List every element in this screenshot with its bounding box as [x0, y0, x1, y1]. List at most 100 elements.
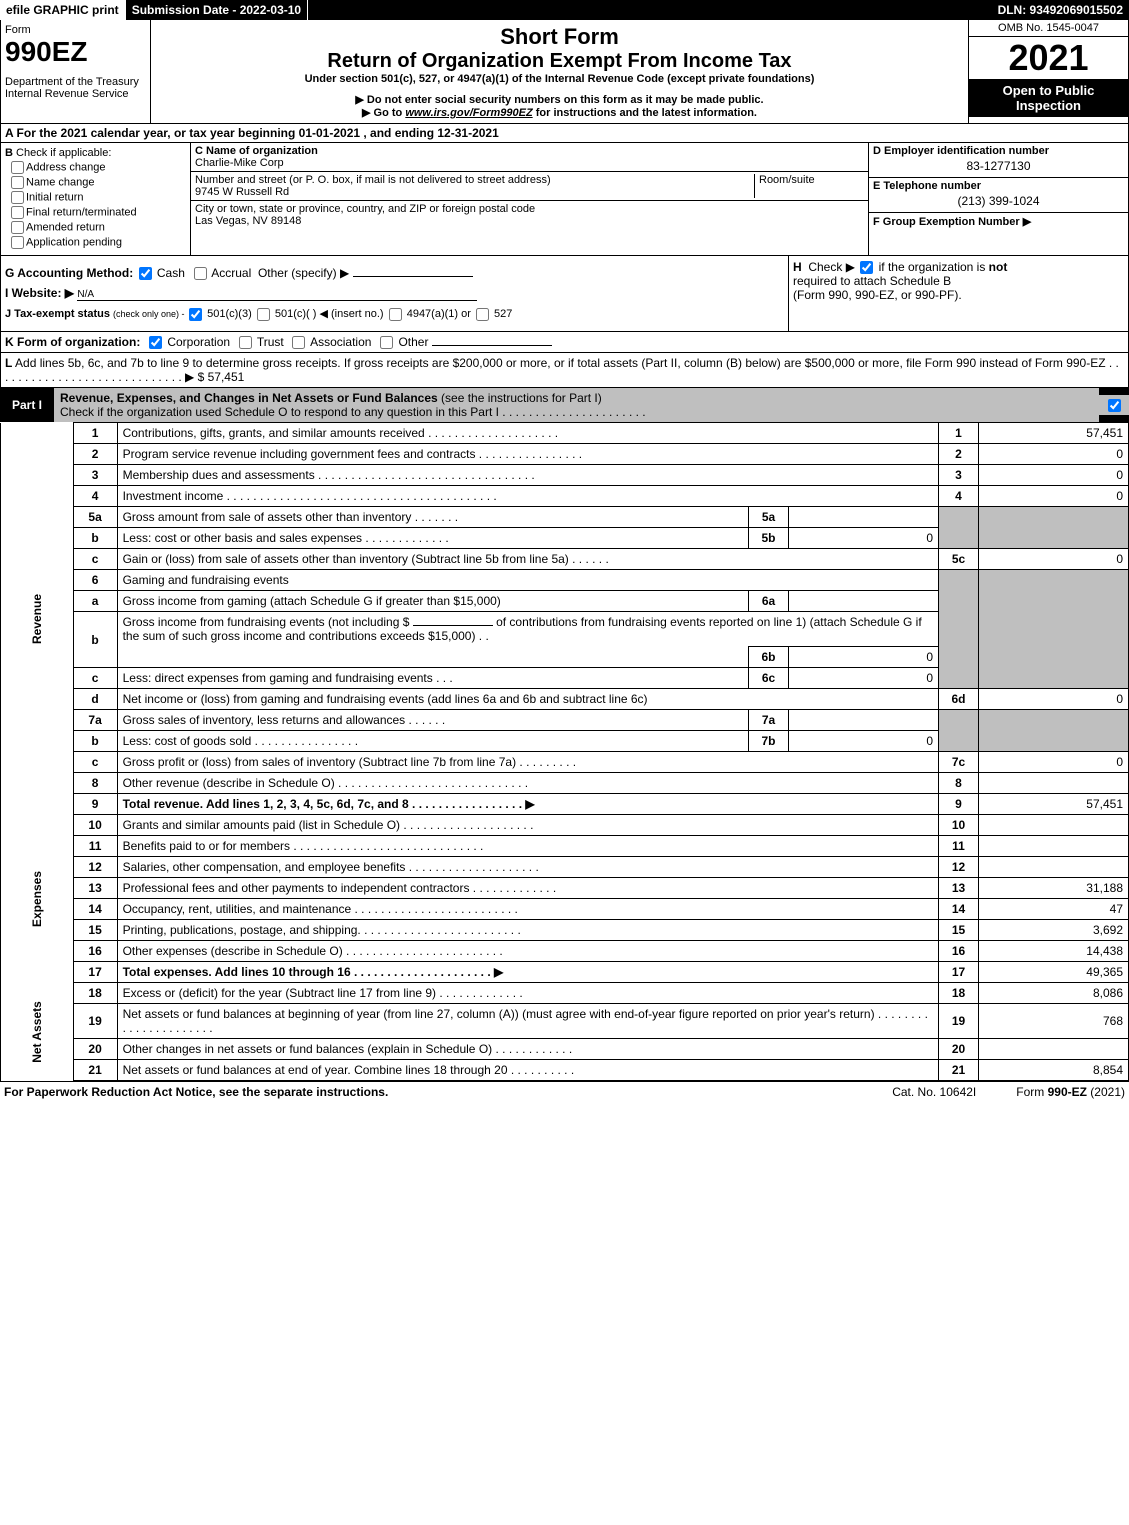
checkbox-pending[interactable]: [11, 236, 24, 249]
cb-accrual[interactable]: [194, 267, 207, 280]
cb-corp[interactable]: [149, 336, 162, 349]
lbl-assoc: Association: [310, 335, 371, 349]
shade: [939, 612, 979, 647]
cb-501c[interactable]: [257, 308, 270, 321]
cb-assoc[interactable]: [292, 336, 305, 349]
lbl-accrual: Accrual: [211, 266, 251, 280]
l16-val: 14,438: [979, 941, 1129, 962]
cb-amended[interactable]: Amended return: [9, 221, 186, 234]
section-j: J Tax-exempt status (check only one) - 5…: [5, 307, 784, 321]
cb-final[interactable]: Final return/terminated: [9, 206, 186, 219]
shade: [979, 668, 1129, 689]
cb-cash[interactable]: [139, 267, 152, 280]
cb-527[interactable]: [476, 308, 489, 321]
l3-val: 0: [979, 465, 1129, 486]
table-row: b Less: cost of goods sold . . . . . . .…: [1, 731, 1129, 752]
irs-link[interactable]: www.irs.gov/Form990EZ: [405, 107, 532, 119]
l4-num: 4: [73, 486, 117, 507]
cb-4947[interactable]: [389, 308, 402, 321]
l21-lbl: 21: [939, 1060, 979, 1081]
l1-desc: Contributions, gifts, grants, and simila…: [117, 423, 938, 444]
cb-other-org[interactable]: [380, 336, 393, 349]
l1-num: 1: [73, 423, 117, 444]
cb-501c3[interactable]: [189, 308, 202, 321]
part1-title-b: Revenue, Expenses, and Changes in Net As…: [60, 391, 438, 405]
website-value: N/A: [77, 289, 94, 300]
c-city-label: City or town, state or province, country…: [195, 203, 535, 215]
h-text3: (Form 990, 990-EZ, or 990-PF).: [793, 288, 962, 302]
l19-num: 19: [73, 1004, 117, 1039]
i-label: I Website: ▶: [5, 286, 74, 300]
section-a: A For the 2021 calendar year, or tax yea…: [0, 124, 1129, 143]
l6-num: 6: [73, 570, 117, 591]
j-sub: (check only one) -: [113, 309, 187, 319]
checkbox-name[interactable]: [11, 176, 24, 189]
l16-desc: Other expenses (describe in Schedule O) …: [117, 941, 938, 962]
l6c-sl: 6c: [749, 668, 789, 689]
l-label: L: [5, 356, 12, 370]
footer-right: Form 990-EZ (2021): [1016, 1085, 1125, 1099]
l8-lbl: 8: [939, 773, 979, 794]
dept-treasury: Department of the Treasury: [5, 76, 146, 88]
org-city: Las Vegas, NV 89148: [195, 215, 301, 227]
l5b-sl: 5b: [749, 528, 789, 549]
l17-desc-b: Total expenses. Add lines 10 through 16 …: [123, 965, 504, 979]
l20-lbl: 20: [939, 1039, 979, 1060]
h-post: if the organization is: [879, 260, 989, 274]
l13-val: 31,188: [979, 878, 1129, 899]
table-row: d Net income or (loss) from gaming and f…: [1, 689, 1129, 710]
checkbox-final[interactable]: [11, 206, 24, 219]
table-row: c Gain or (loss) from sale of assets oth…: [1, 549, 1129, 570]
cb-pending[interactable]: Application pending: [9, 236, 186, 249]
cb-trust[interactable]: [239, 336, 252, 349]
k-label: K Form of organization:: [5, 335, 140, 349]
ghij-block: G Accounting Method: Cash Accrual Other …: [0, 256, 1129, 332]
l6b-num: b: [73, 612, 117, 668]
expenses-label: Expenses: [1, 815, 74, 983]
g-label: G Accounting Method:: [5, 266, 133, 280]
l5a-sl: 5a: [749, 507, 789, 528]
other-underline: [353, 276, 473, 277]
footer-left: For Paperwork Reduction Act Notice, see …: [4, 1085, 388, 1099]
table-row: 16 Other expenses (describe in Schedule …: [1, 941, 1129, 962]
open-to-public: Open to Public Inspection: [969, 79, 1128, 117]
check-applicable: Check if applicable:: [16, 147, 111, 159]
shade: [979, 731, 1129, 752]
cb-name-change[interactable]: Name change: [9, 176, 186, 189]
shade: [979, 591, 1129, 612]
l12-num: 12: [73, 857, 117, 878]
cb-initial[interactable]: Initial return: [9, 191, 186, 204]
l-value: 57,451: [208, 370, 245, 384]
l14-lbl: 14: [939, 899, 979, 920]
l5b-desc: Less: cost or other basis and sales expe…: [117, 528, 748, 549]
checkbox-initial[interactable]: [11, 191, 24, 204]
h-pre: Check ▶: [808, 260, 858, 274]
h-label: H: [793, 260, 802, 274]
l14-num: 14: [73, 899, 117, 920]
cb-sched-b[interactable]: [860, 261, 873, 274]
l2-lbl: 2: [939, 444, 979, 465]
b-label: B: [5, 147, 13, 159]
l19-lbl: 19: [939, 1004, 979, 1039]
efile-print-label[interactable]: efile GRAPHIC print: [0, 0, 126, 20]
lbl-cash: Cash: [157, 266, 185, 280]
phone-label: E Telephone number: [873, 180, 981, 192]
cb-address-change[interactable]: Address change: [9, 161, 186, 174]
table-row: 3 Membership dues and assessments . . . …: [1, 465, 1129, 486]
cb-sched-o[interactable]: [1108, 399, 1121, 412]
l4-lbl: 4: [939, 486, 979, 507]
l10-lbl: 10: [939, 815, 979, 836]
other-org-underline: [432, 345, 552, 346]
h-text2: required to attach Schedule B: [793, 274, 951, 288]
l21-val: 8,854: [979, 1060, 1129, 1081]
instruction-link: ▶ Go to www.irs.gov/Form990EZ for instru…: [155, 106, 964, 119]
table-row: 19 Net assets or fund balances at beginn…: [1, 1004, 1129, 1039]
checkbox-address[interactable]: [11, 161, 24, 174]
l16-num: 16: [73, 941, 117, 962]
l5c-desc: Gain or (loss) from sale of assets other…: [117, 549, 938, 570]
lines-table: Revenue 1 Contributions, gifts, grants, …: [0, 422, 1129, 1081]
footer-center: Cat. No. 10642I: [892, 1085, 976, 1099]
checkbox-amended[interactable]: [11, 221, 24, 234]
footer-pre: Form: [1016, 1085, 1047, 1099]
l13-lbl: 13: [939, 878, 979, 899]
